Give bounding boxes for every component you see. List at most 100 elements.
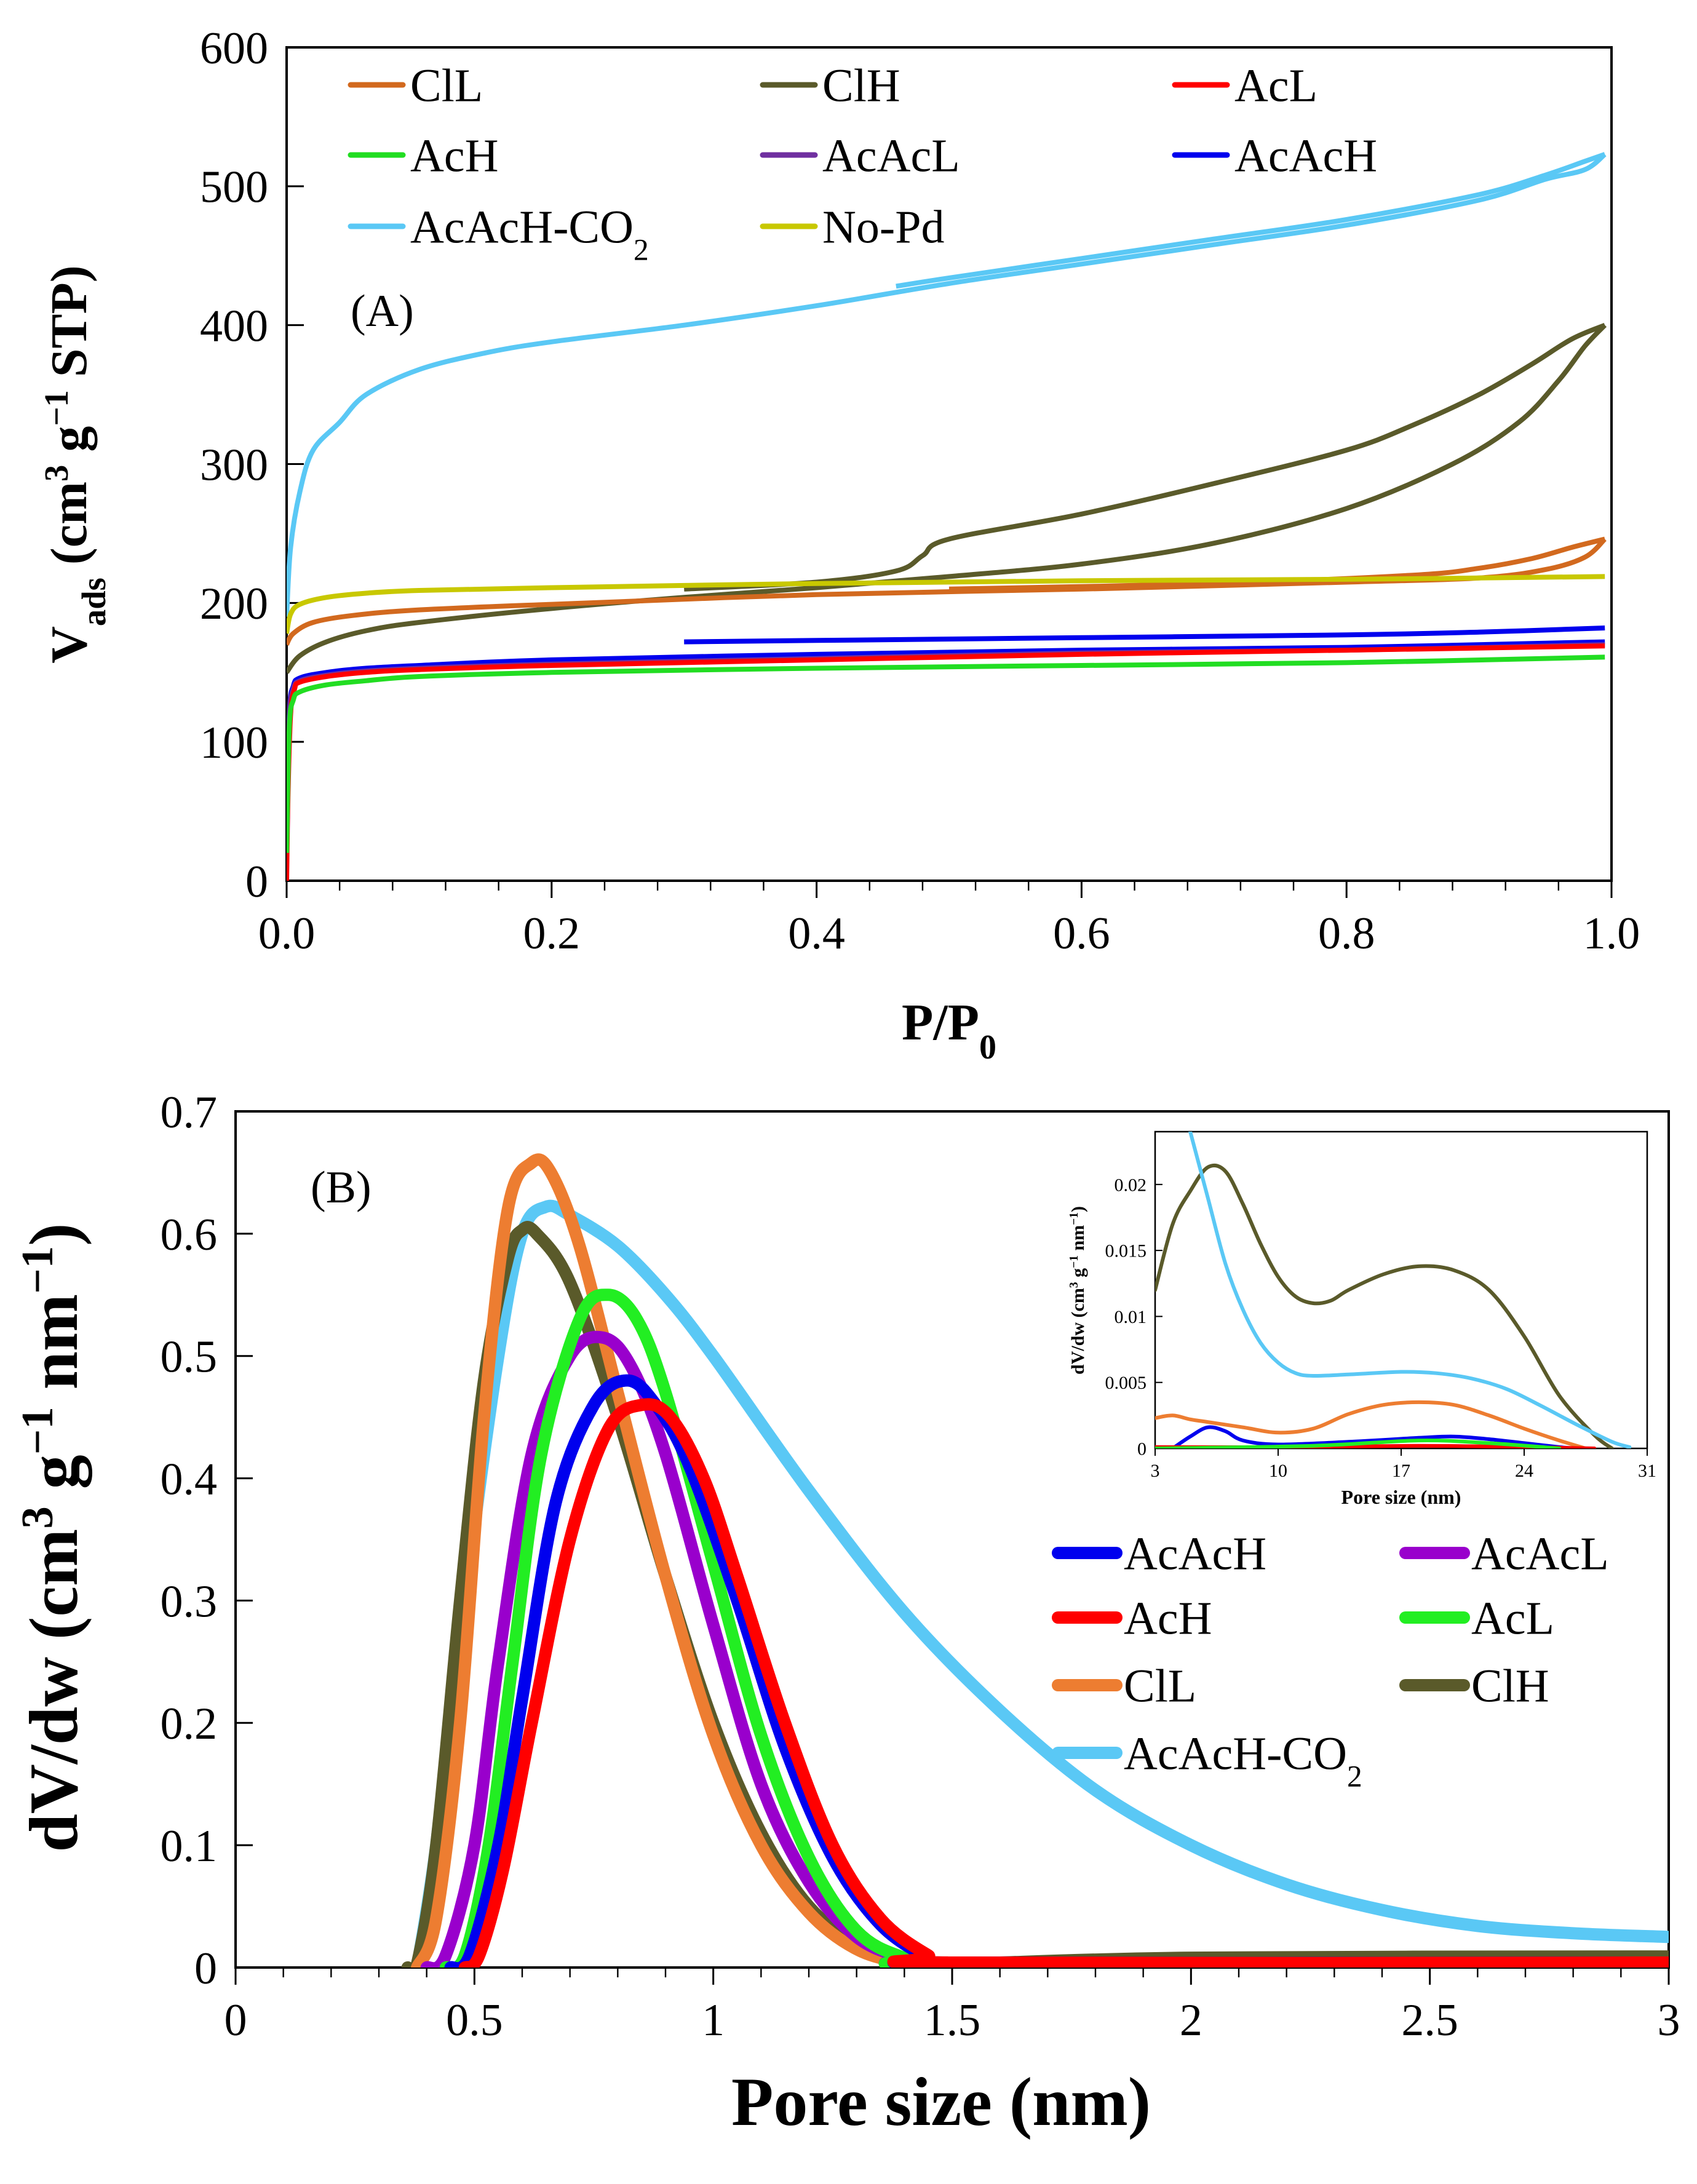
- y-tick-label: 0.5: [161, 1332, 218, 1383]
- legend-no-pd-label: No-Pd: [822, 202, 944, 253]
- x-tick-label: 0.2: [523, 908, 581, 959]
- label-part: nm: [16, 1294, 92, 1407]
- x-tick-label: 2: [1180, 1995, 1202, 2046]
- label-part: STP): [41, 265, 98, 390]
- legend-acacl-label: AcAcL: [822, 130, 960, 182]
- y-tick-label: 400: [200, 301, 268, 352]
- series-cll-adsorption: [287, 537, 1607, 646]
- label-part: 3: [38, 465, 75, 482]
- legend-text: AcAcH: [1124, 1528, 1266, 1580]
- y-axis-title: dV/dw (cm3 g−1 nm−1): [12, 1223, 93, 1852]
- series-cll-desorption: [948, 536, 1606, 592]
- label-part: 3: [1068, 1282, 1081, 1288]
- label-part: (cm: [41, 482, 98, 578]
- legend-acacl-label: AcAcL: [1471, 1528, 1609, 1580]
- x-tick-label: 0.0: [258, 908, 316, 959]
- legend-clh-label: ClH: [1471, 1661, 1549, 1712]
- label-part: g: [1068, 1268, 1088, 1282]
- series-no-pd-adsorption: [287, 574, 1605, 634]
- inset-chart: 0 0.005 0.01 0.015 0.02 3 10 17 24 31 Pore size (n…: [1068, 1130, 1656, 1508]
- legend-acl-label: AcL: [1471, 1593, 1554, 1645]
- inset-series-acach: [1170, 1425, 1579, 1448]
- legend-text: ClL: [410, 60, 483, 112]
- series-clh-desorption: [683, 322, 1606, 592]
- label-part: −1: [12, 1407, 62, 1455]
- y-tick-label: 0: [194, 1944, 217, 1994]
- x-tick-label: 17: [1392, 1461, 1410, 1481]
- inset-series-group: [1155, 1132, 1632, 1448]
- label-part: ): [1068, 1206, 1088, 1212]
- panel-label-a: (A): [351, 286, 414, 336]
- y-tick-label: 300: [200, 440, 268, 490]
- label-part: ): [16, 1223, 92, 1246]
- y-tick-label: 600: [200, 23, 268, 74]
- y-tick-label: 0.4: [161, 1454, 218, 1504]
- legend-text: ClH: [822, 60, 900, 112]
- y-tick-label: 0.02: [1115, 1175, 1147, 1195]
- label-part: V: [41, 626, 98, 664]
- inset-series-acl: [1155, 1438, 1562, 1448]
- x-tick-label: 1.5: [924, 1995, 981, 2046]
- label-part: −1: [1068, 1255, 1081, 1268]
- series-acach-co2-adsorption: [287, 152, 1607, 617]
- label-part: −1: [12, 1246, 62, 1294]
- series-ach-adsorption: [287, 654, 1605, 853]
- series-acach-adsorption: [287, 639, 1605, 840]
- legend-subscript: 2: [1347, 1759, 1362, 1793]
- y-tick-label: 0.6: [161, 1210, 218, 1260]
- series-acach-desorption: [684, 625, 1605, 645]
- legend-text: AcH: [410, 130, 499, 182]
- y-tick-label: 200: [200, 579, 268, 629]
- inset-series-clh: [1155, 1164, 1614, 1448]
- x-axis-title: Pore size (nm): [731, 2064, 1151, 2140]
- y-tick-label: 0: [245, 857, 268, 907]
- legend-text: AcL: [1471, 1593, 1554, 1645]
- label-part: dV/dw (cm: [16, 1529, 92, 1852]
- inset-series-acach-co2: [1188, 1132, 1632, 1448]
- legend-text: ClL: [1124, 1661, 1196, 1712]
- x-tick-label: 0.8: [1318, 908, 1375, 959]
- legend-text: AcAcL: [1471, 1528, 1609, 1580]
- legend-cll-label: ClL: [1124, 1661, 1196, 1712]
- x-tick-label: 0.5: [446, 1995, 503, 2046]
- x-tick-label: 2.5: [1401, 1995, 1458, 2046]
- label-part: ads: [75, 578, 113, 626]
- label-part: 3: [12, 1506, 62, 1528]
- legend-clh-label: ClH: [822, 60, 900, 112]
- series-clh-adsorption: [287, 323, 1607, 674]
- x-tick-label: 24: [1515, 1461, 1533, 1481]
- x-tick-label: 31: [1638, 1461, 1656, 1481]
- legend-ach-label: AcH: [410, 130, 499, 182]
- inset-series-cll: [1155, 1400, 1588, 1448]
- inset-x-axis-title: Pore size (nm): [1341, 1486, 1461, 1508]
- y-tick-label: 0.2: [161, 1699, 218, 1749]
- y-tick-label: 0.005: [1105, 1373, 1147, 1393]
- legend-text: AcAcH: [1234, 130, 1377, 182]
- label-part: dV/dw (cm: [1068, 1288, 1088, 1375]
- x-tick-label: 10: [1269, 1461, 1287, 1481]
- panel-label-b: (B): [311, 1162, 372, 1213]
- legend-text: AcH: [1124, 1593, 1212, 1645]
- legend-text: No-Pd: [822, 202, 944, 253]
- label-part: g: [16, 1455, 92, 1506]
- inset-y-axis-title: dV/dw (cm3 g−1 nm−1): [1068, 1206, 1089, 1375]
- x-tick-label: 1.0: [1583, 908, 1640, 959]
- y-axis-title: Vads (cm3 g−1 STP): [38, 265, 113, 664]
- label-part: −1: [38, 390, 75, 426]
- legend-text: AcAcH-CO: [1124, 1728, 1347, 1780]
- legend-text: AcAcH-CO: [410, 202, 634, 253]
- label-part: nm: [1068, 1225, 1088, 1255]
- legend-acach-label: AcAcH: [1234, 130, 1377, 182]
- y-tick-label: 0.7: [161, 1087, 218, 1138]
- legend-cll-label: ClL: [410, 60, 483, 112]
- panel-b-chart: 0 0.1 0.2 0.3 0.4 0.5 0.6 0.7 0 0.5 1 1.5 2 2.5 3 (B) Ac…: [12, 1087, 1680, 2140]
- legend-acach-co-label: AcAcH-CO2: [1124, 1728, 1362, 1793]
- series-group: [287, 152, 1607, 881]
- legend-acach-co-label: AcAcH-CO2: [410, 202, 649, 267]
- x-tick-label: 0.4: [788, 908, 845, 959]
- series-ach: [458, 1398, 1669, 1968]
- x-axis-title: P/P0: [902, 994, 996, 1066]
- legend-text: ClH: [1471, 1661, 1549, 1712]
- x-tick-label: 3: [1658, 1995, 1680, 2046]
